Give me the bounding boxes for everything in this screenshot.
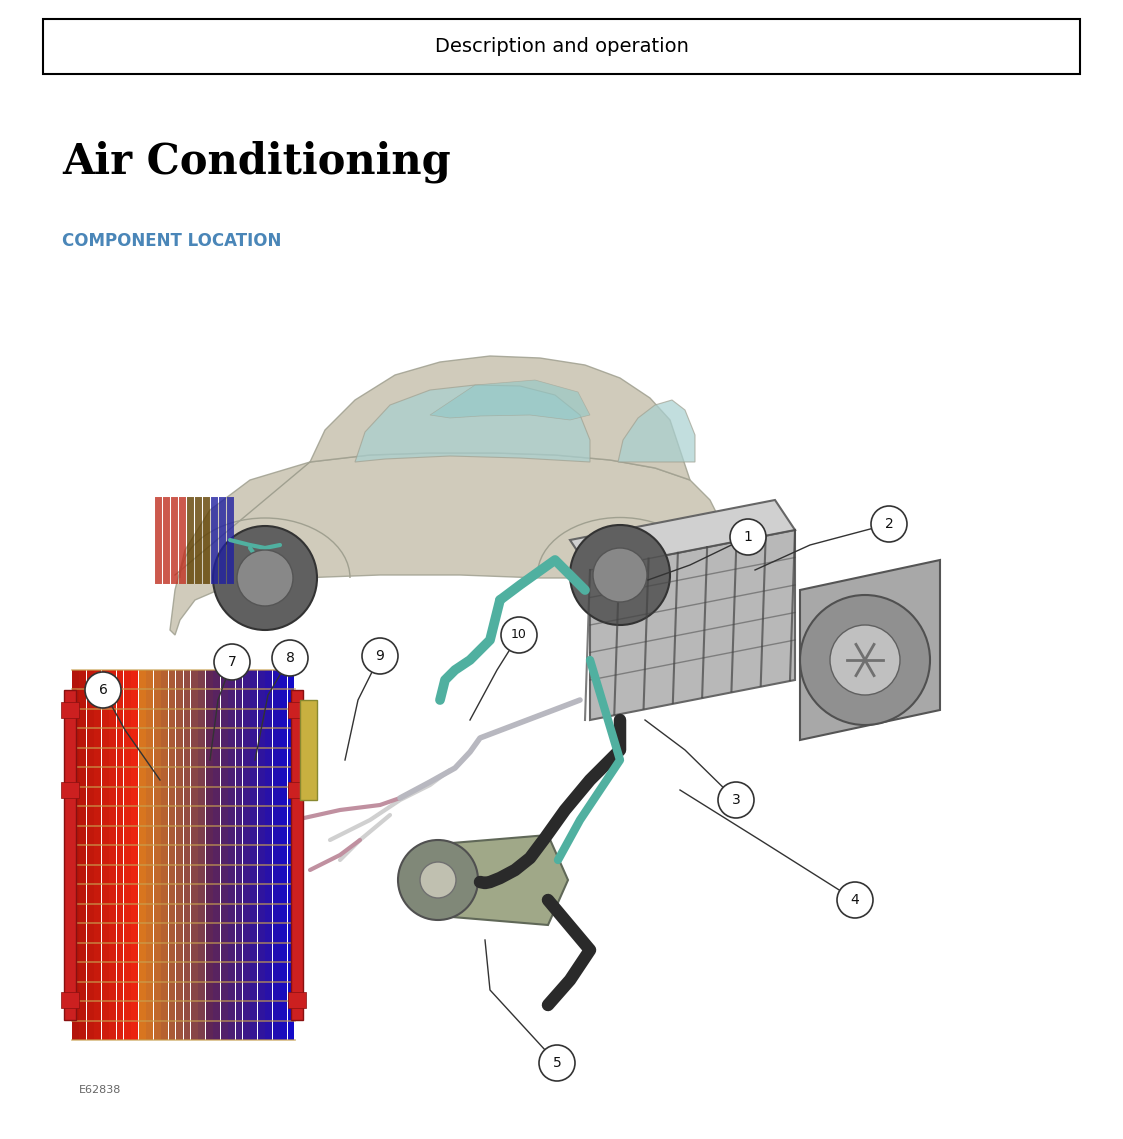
Polygon shape bbox=[228, 670, 235, 1040]
Polygon shape bbox=[408, 835, 568, 925]
Circle shape bbox=[718, 782, 754, 818]
Text: 10: 10 bbox=[511, 629, 527, 641]
Circle shape bbox=[214, 644, 250, 680]
Text: Air Conditioning: Air Conditioning bbox=[62, 140, 450, 183]
Circle shape bbox=[539, 1044, 575, 1081]
Polygon shape bbox=[618, 400, 695, 462]
Circle shape bbox=[237, 550, 293, 606]
Polygon shape bbox=[131, 670, 138, 1040]
Polygon shape bbox=[570, 500, 795, 570]
Circle shape bbox=[85, 672, 121, 708]
Polygon shape bbox=[64, 690, 76, 1021]
Polygon shape bbox=[102, 670, 109, 1040]
Polygon shape bbox=[220, 670, 228, 1040]
Circle shape bbox=[837, 882, 873, 918]
Polygon shape bbox=[191, 670, 198, 1040]
Polygon shape bbox=[265, 670, 272, 1040]
Polygon shape bbox=[80, 670, 86, 1040]
Polygon shape bbox=[43, 19, 1080, 74]
Polygon shape bbox=[287, 670, 294, 1040]
Polygon shape bbox=[800, 560, 940, 740]
Polygon shape bbox=[94, 670, 101, 1040]
Polygon shape bbox=[590, 530, 795, 720]
Circle shape bbox=[398, 839, 478, 920]
Polygon shape bbox=[206, 670, 212, 1040]
Polygon shape bbox=[61, 702, 79, 718]
Text: 7: 7 bbox=[228, 655, 236, 669]
Circle shape bbox=[871, 506, 907, 542]
Polygon shape bbox=[61, 782, 79, 798]
Polygon shape bbox=[154, 670, 161, 1040]
Polygon shape bbox=[168, 670, 175, 1040]
Polygon shape bbox=[300, 700, 317, 800]
Polygon shape bbox=[86, 670, 93, 1040]
Polygon shape bbox=[124, 670, 131, 1040]
Polygon shape bbox=[243, 670, 249, 1040]
Polygon shape bbox=[250, 670, 257, 1040]
Polygon shape bbox=[291, 690, 303, 1021]
Polygon shape bbox=[280, 670, 287, 1040]
Polygon shape bbox=[355, 385, 590, 462]
Circle shape bbox=[362, 638, 398, 674]
Circle shape bbox=[570, 525, 670, 625]
Polygon shape bbox=[162, 670, 168, 1040]
Polygon shape bbox=[183, 670, 190, 1040]
Polygon shape bbox=[287, 992, 305, 1008]
Circle shape bbox=[730, 519, 766, 555]
Text: 1: 1 bbox=[743, 530, 752, 544]
Polygon shape bbox=[61, 992, 79, 1008]
Text: 2: 2 bbox=[885, 517, 894, 531]
Polygon shape bbox=[146, 670, 153, 1040]
Text: 9: 9 bbox=[375, 649, 384, 663]
Circle shape bbox=[420, 862, 456, 898]
Polygon shape bbox=[258, 670, 265, 1040]
Polygon shape bbox=[199, 670, 206, 1040]
Text: 8: 8 bbox=[285, 652, 294, 665]
Text: 5: 5 bbox=[553, 1056, 562, 1070]
Polygon shape bbox=[236, 670, 243, 1040]
Text: COMPONENT LOCATION: COMPONENT LOCATION bbox=[62, 232, 281, 251]
Text: Description and operation: Description and operation bbox=[435, 38, 688, 56]
Text: 4: 4 bbox=[850, 893, 859, 907]
Circle shape bbox=[272, 640, 308, 677]
Circle shape bbox=[800, 595, 930, 726]
Text: 3: 3 bbox=[731, 793, 740, 808]
Text: E62838: E62838 bbox=[79, 1085, 121, 1095]
Polygon shape bbox=[72, 670, 79, 1040]
Polygon shape bbox=[109, 670, 116, 1040]
Circle shape bbox=[501, 617, 537, 653]
Polygon shape bbox=[273, 670, 280, 1040]
Circle shape bbox=[830, 625, 900, 695]
Text: 6: 6 bbox=[99, 683, 108, 697]
Polygon shape bbox=[287, 702, 305, 718]
Polygon shape bbox=[176, 670, 183, 1040]
Circle shape bbox=[593, 548, 647, 603]
Circle shape bbox=[213, 526, 317, 630]
Polygon shape bbox=[139, 670, 146, 1040]
Polygon shape bbox=[213, 670, 220, 1040]
Polygon shape bbox=[170, 453, 720, 636]
Polygon shape bbox=[287, 782, 305, 798]
Polygon shape bbox=[117, 670, 124, 1040]
Polygon shape bbox=[310, 357, 690, 480]
Polygon shape bbox=[430, 380, 590, 420]
